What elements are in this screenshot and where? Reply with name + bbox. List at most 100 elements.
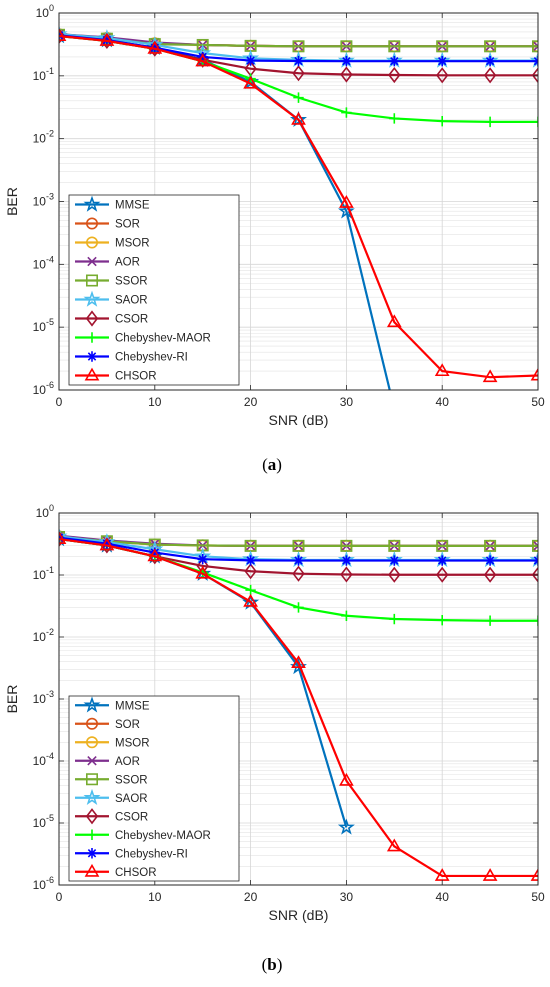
legend-box bbox=[68, 695, 240, 882]
data-point-chebyshev-ri bbox=[341, 55, 352, 67]
series-line-chsor bbox=[59, 537, 538, 878]
data-point-chsor bbox=[195, 53, 211, 67]
data-point-chebyshev-ri bbox=[389, 55, 400, 67]
series-group bbox=[59, 25, 538, 390]
legend-marker bbox=[85, 310, 99, 327]
x-tick-label: 0 bbox=[56, 890, 63, 904]
data-point-saor bbox=[529, 550, 538, 568]
legend-marker bbox=[86, 848, 98, 859]
legend-label: SSOR bbox=[115, 276, 148, 288]
data-point-saor bbox=[529, 51, 538, 68]
data-point-mmse bbox=[337, 202, 355, 219]
x-axis-label: SNR (dB) bbox=[269, 412, 329, 428]
data-point-mmse bbox=[337, 818, 355, 835]
y-tick-label: 10-5 bbox=[33, 813, 54, 830]
legend-label: MSOR bbox=[115, 737, 150, 749]
y-tick-label: 10-3 bbox=[33, 192, 54, 209]
panel-b: 0 10 20 30 40 50 10-6 10-5 10-4 10-3 10-2 10-1 100 SN… bbox=[4, 503, 545, 923]
data-point-ssor bbox=[388, 40, 401, 53]
legend-item-chsor: CHSOR bbox=[75, 863, 157, 879]
legend-marker bbox=[84, 367, 100, 381]
data-point-chebyshev-maor bbox=[293, 92, 304, 103]
legend-label: Chebyshev-RI bbox=[115, 848, 188, 860]
legend-label: MMSE bbox=[115, 200, 150, 212]
data-point-chebyshev-maor bbox=[293, 602, 304, 613]
legend-label: AOR bbox=[115, 756, 140, 768]
data-point-csor bbox=[531, 67, 538, 84]
data-point-chsor bbox=[530, 367, 538, 381]
data-point-csor bbox=[483, 566, 497, 583]
data-point-chsor bbox=[243, 593, 258, 607]
legend-label: CHSOR bbox=[115, 867, 157, 879]
data-point-chebyshev-ri bbox=[101, 538, 113, 549]
data-point-mmse bbox=[242, 593, 260, 610]
legend-box bbox=[68, 194, 240, 386]
legend-label: MMSE bbox=[115, 700, 150, 712]
x-axis-label: SNR (dB) bbox=[269, 907, 329, 923]
legend-item-ssor: SSOR bbox=[75, 274, 148, 288]
legend-marker bbox=[86, 736, 99, 749]
data-point-chebyshev-maor bbox=[341, 107, 352, 118]
legend-label: Chebyshev-RI bbox=[115, 352, 188, 364]
legend-marker bbox=[86, 236, 99, 249]
data-point-csor bbox=[340, 566, 353, 583]
legend-item-sor: SOR bbox=[75, 217, 140, 231]
legend-label: SOR bbox=[115, 719, 140, 731]
data-point-csor bbox=[388, 566, 401, 583]
data-point-chsor bbox=[291, 655, 306, 669]
legend-marker bbox=[85, 808, 99, 825]
y-tick-label: 10-1 bbox=[33, 565, 54, 582]
legend-label: Chebyshev-MAOR bbox=[115, 333, 211, 345]
y-axis-label: BER bbox=[4, 187, 20, 216]
y-tick-label: 10-6 bbox=[33, 380, 54, 397]
y-tick-label: 100 bbox=[36, 503, 54, 520]
series-line-ssor bbox=[59, 535, 538, 547]
series-chsor bbox=[59, 28, 538, 383]
x-tick-label: 50 bbox=[531, 395, 545, 409]
legend-marker bbox=[86, 217, 99, 230]
data-point-ssor bbox=[196, 38, 209, 51]
legend: MMSE SOR MSOR AOR SSOR SAOR CSOR Chebyshev-MAOR… bbox=[68, 194, 240, 386]
legend-marker bbox=[83, 788, 101, 805]
data-point-chebyshev-ri bbox=[245, 55, 256, 66]
data-point-chsor bbox=[339, 772, 354, 786]
legend-item-chebyshev-ri: Chebyshev-RI bbox=[75, 351, 188, 364]
caption-a: (a) bbox=[262, 455, 282, 474]
legend-item-saor: SAOR bbox=[75, 788, 148, 805]
data-point-chebyshev-ri bbox=[197, 553, 208, 565]
data-point-chebyshev-ri bbox=[293, 555, 304, 566]
data-point-chebyshev-maor bbox=[484, 116, 496, 128]
data-point-csor bbox=[100, 32, 114, 49]
y-tick-label: 10-4 bbox=[33, 254, 54, 271]
x-tick-label: 20 bbox=[244, 890, 258, 904]
data-point-chsor bbox=[147, 548, 163, 562]
series-group bbox=[59, 527, 538, 881]
data-point-chsor bbox=[386, 838, 402, 852]
legend-label: CHSOR bbox=[115, 371, 157, 383]
legend-marker bbox=[86, 829, 98, 840]
legend-marker bbox=[86, 717, 99, 730]
data-point-chebyshev-ri bbox=[484, 555, 496, 566]
y-axis-label: BER bbox=[4, 685, 20, 714]
y-tick-label: 10-1 bbox=[33, 66, 54, 83]
y-tick-label: 10-6 bbox=[33, 875, 54, 892]
legend-item-chebyshev-maor: Chebyshev-MAOR bbox=[75, 332, 211, 345]
data-point-ssor bbox=[484, 40, 497, 53]
legend-marker bbox=[86, 274, 99, 287]
data-point-csor bbox=[435, 566, 449, 583]
x-tick-label: 30 bbox=[340, 890, 354, 904]
data-point-chebyshev-maor bbox=[341, 610, 352, 621]
data-point-csor bbox=[388, 66, 401, 84]
data-point-chsor bbox=[243, 75, 258, 89]
data-point-aor bbox=[533, 541, 538, 551]
legend-item-msor: MSOR bbox=[75, 736, 150, 749]
data-point-chsor bbox=[386, 314, 402, 328]
legend-item-msor: MSOR bbox=[75, 236, 150, 250]
data-point-chebyshev-ri bbox=[245, 555, 256, 566]
data-point-chebyshev-maor bbox=[532, 116, 538, 128]
data-point-chsor bbox=[59, 531, 67, 545]
data-point-csor bbox=[340, 66, 353, 83]
data-point-chebyshev-ri bbox=[293, 55, 304, 67]
data-point-chsor bbox=[482, 369, 498, 383]
